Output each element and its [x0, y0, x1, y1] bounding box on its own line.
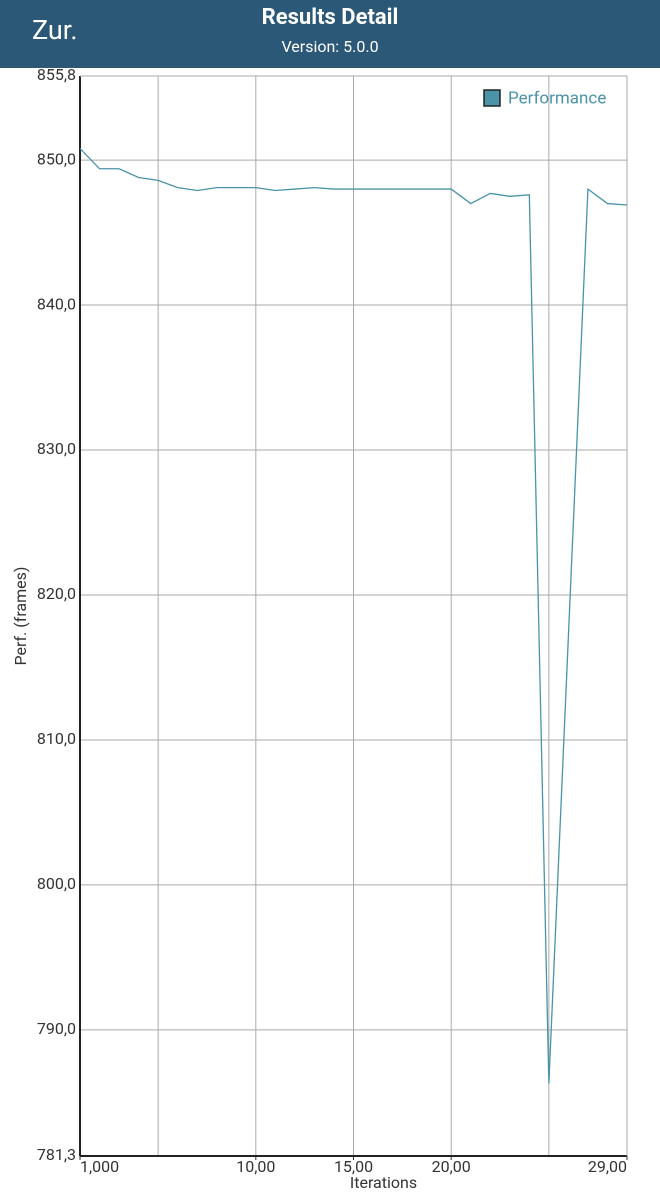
- title: Results Detail: [261, 5, 399, 30]
- legend-swatch: [483, 89, 501, 107]
- x-tick-label: 1,000: [80, 1157, 119, 1176]
- subtitle: Version: 5.0.0: [281, 37, 379, 56]
- header: Zur. Results Detail Version: 5.0.0: [0, 0, 660, 68]
- line: [79, 148, 628, 1084]
- x-axis-label: Iterations: [350, 1173, 417, 1192]
- chart: 781,3 790,0 800,0 810,0 820,0 830,0 840,0 850,0…: [11, 68, 628, 1192]
- legend-label: Performance: [508, 88, 606, 108]
- x-tick-label: 29,00: [588, 1157, 627, 1176]
- y-tick-label: 850,0: [37, 149, 76, 168]
- y-tick-label: 830,0: [37, 439, 76, 458]
- y-tick-label: 810,0: [37, 729, 76, 748]
- back-button[interactable]: Zur.: [32, 14, 78, 46]
- x-tick-label: 15,00: [334, 1157, 373, 1176]
- y-axis-label: Perf. (frames): [11, 567, 30, 666]
- y-tick-label: 855,8: [37, 68, 76, 84]
- x-tick-label: 20,00: [432, 1157, 471, 1176]
- y-tick-label: 820,0: [37, 584, 76, 603]
- y-tick-label: 840,0: [37, 294, 76, 313]
- x-tick-label: 10,00: [236, 1157, 275, 1176]
- y-tick-label: 790,0: [37, 1019, 76, 1038]
- y-tick-label: 781,3: [37, 1145, 76, 1164]
- y-tick-label: 800,0: [37, 874, 76, 893]
